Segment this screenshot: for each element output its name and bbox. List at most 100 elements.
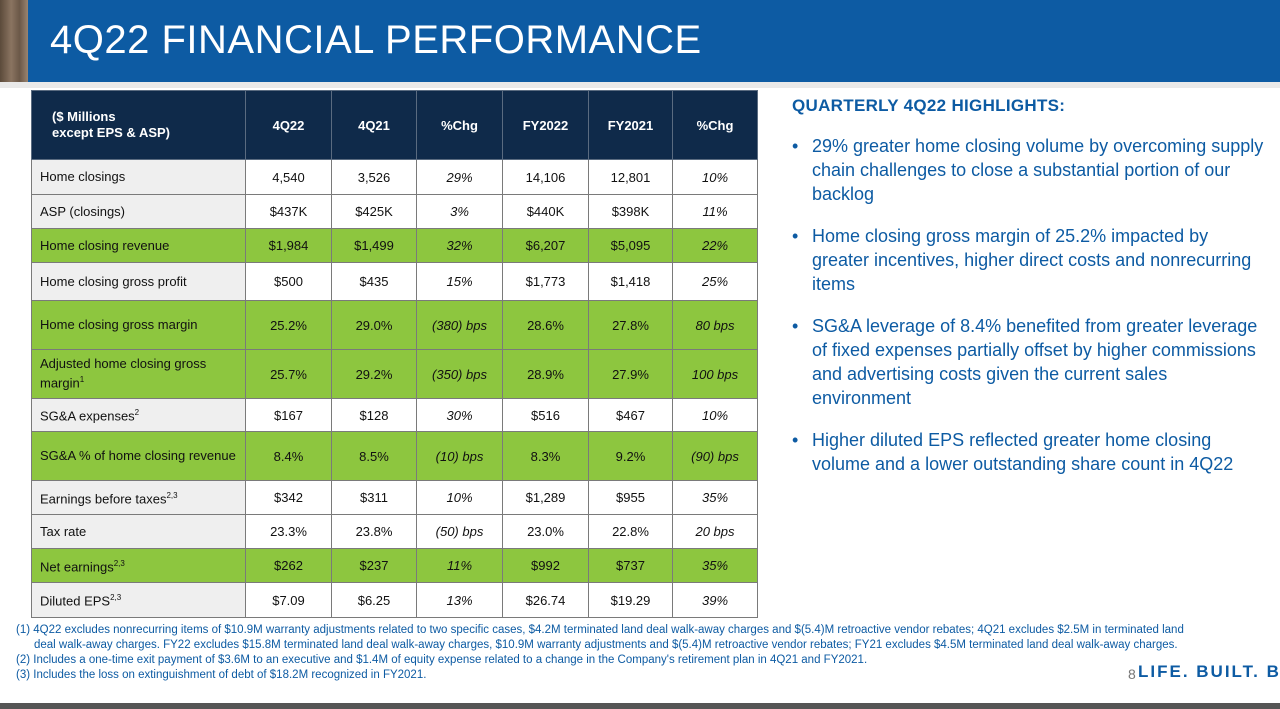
table-row: Adjusted home closing gross margin1 25.7%…	[31, 349, 758, 399]
table-cell: 30%	[416, 398, 503, 432]
table-cell: 12,801	[588, 159, 673, 195]
table-cell: 11%	[416, 548, 503, 583]
table-cell: 35%	[672, 480, 758, 515]
table-cell: 9.2%	[588, 431, 673, 481]
table-cell: $5,095	[588, 228, 673, 263]
footnote-ref: 2,3	[110, 593, 122, 603]
table-cell: 22%	[672, 228, 758, 263]
table-cell: 27.9%	[588, 349, 673, 399]
table-cell: 80 bps	[672, 300, 758, 350]
table-cell: 15%	[416, 262, 503, 301]
table-cell: 35%	[672, 548, 758, 583]
table-cell: $7.09	[245, 582, 332, 618]
table-cell: 20 bps	[672, 514, 758, 549]
page-number: 8	[1128, 666, 1136, 682]
table-cell: 11%	[672, 194, 758, 229]
table-cell: $516	[502, 398, 589, 432]
column-header: 4Q22	[245, 90, 332, 160]
highlight-item: • Higher diluted EPS reflected greater ho…	[788, 428, 1268, 476]
table-cell: $311	[331, 480, 417, 515]
highlights-title: QUARTERLY 4Q22 HIGHLIGHTS:	[792, 96, 1066, 115]
table-cell: $992	[502, 548, 589, 583]
column-header: %Chg	[416, 90, 503, 160]
table-cell: $440K	[502, 194, 589, 229]
row-label: Home closing gross profit	[31, 262, 246, 301]
table-cell: 4,540	[245, 159, 332, 195]
table-cell: 22.8%	[588, 514, 673, 549]
table-cell: (50) bps	[416, 514, 503, 549]
highlight-text: Home closing gross margin of 25.2% impac…	[812, 226, 1252, 294]
table-cell: 8.5%	[331, 431, 417, 481]
table-cell: $1,773	[502, 262, 589, 301]
row-label-text: Home closings	[40, 169, 126, 184]
table-cell: $398K	[588, 194, 673, 229]
row-label-text: Earnings before taxes	[40, 491, 167, 507]
column-header: FY2021	[588, 90, 673, 160]
row-label: Diluted EPS2,3	[31, 582, 246, 618]
table-cell: 8.3%	[502, 431, 589, 481]
highlight-item: • SG&A leverage of 8.4% benefited from gr…	[788, 314, 1268, 410]
table-cell: 23.3%	[245, 514, 332, 549]
table-cell: 25.2%	[245, 300, 332, 350]
highlight-text: Higher diluted EPS reflected greater hom…	[812, 430, 1234, 474]
table-cell: $467	[588, 398, 673, 432]
table-row: Tax rate 23.3% 23.8% (50) bps 23.0% 22.8% 20 b…	[31, 514, 758, 549]
table-cell: 3,526	[331, 159, 417, 195]
row-label: Home closings	[31, 159, 246, 195]
brand-tagline: LIFE. BUILT. BETTER.	[1138, 662, 1280, 681]
table-row: Diluted EPS2,3 $7.09 $6.25 13% $26.74 $19.29 3…	[31, 582, 758, 618]
row-label-text: Home closing gross margin	[40, 317, 198, 332]
table-cell: $1,984	[245, 228, 332, 263]
table-cell: $6.25	[331, 582, 417, 618]
table-cell: 39%	[672, 582, 758, 618]
table-cell: $955	[588, 480, 673, 515]
row-label-text: SG&A % of home closing revenue	[40, 448, 236, 463]
table-cell: $737	[588, 548, 673, 583]
table-cell: (90) bps	[672, 431, 758, 481]
highlight-text: SG&A leverage of 8.4% benefited from gre…	[812, 316, 1258, 408]
table-header-row: ($ Millions except EPS & ASP) 4Q22 4Q21 …	[31, 90, 758, 160]
bottom-bar	[0, 703, 1280, 709]
table-cell: $437K	[245, 194, 332, 229]
footnote: (3) Includes the loss on extinguishment …	[16, 669, 427, 681]
table-row: Earnings before taxes2,3 $342 $311 10% $1,28…	[31, 480, 758, 515]
table-row: ASP (closings) $437K $425K 3% $440K $398K 11%	[31, 194, 758, 229]
table-cell: $26.74	[502, 582, 589, 618]
row-label: ASP (closings)	[31, 194, 246, 229]
table-cell: 10%	[672, 159, 758, 195]
corner-line-2: except EPS & ASP)	[52, 125, 171, 140]
table-cell: 23.0%	[502, 514, 589, 549]
row-label-text: Home closing revenue	[40, 237, 170, 253]
row-label-text: Net earnings	[40, 559, 114, 575]
highlight-item: • Home closing gross margin of 25.2% impa…	[788, 224, 1268, 296]
row-label: Home closing revenue	[31, 228, 246, 263]
table-cell: (10) bps	[416, 431, 503, 481]
row-label-text: Adjusted home closing gross margin	[40, 356, 207, 391]
table-cell: $167	[245, 398, 332, 432]
table-cell: (350) bps	[416, 349, 503, 399]
footnote-ref: 1	[79, 375, 85, 385]
table-row: SG&A expenses2 $167 $128 30% $516 $467 10%	[31, 398, 758, 432]
table-row: SG&A % of home closing revenue 8.4% 8.5% (1…	[31, 431, 758, 481]
row-label-text: Tax rate	[40, 523, 87, 539]
table-cell: $1,418	[588, 262, 673, 301]
table-cell: $19.29	[588, 582, 673, 618]
table-row: Home closings 4,540 3,526 29% 14,106 12,801 10…	[31, 159, 758, 195]
column-header: FY2022	[502, 90, 589, 160]
table-cell: 10%	[672, 398, 758, 432]
column-header: %Chg	[672, 90, 758, 160]
bullet-icon: •	[792, 316, 799, 336]
table-cell: $1,289	[502, 480, 589, 515]
table-row: Home closing revenue $1,984 $1,499 32% $6,20…	[31, 228, 758, 263]
wood-texture-strip	[0, 0, 28, 82]
row-label: SG&A expenses2	[31, 398, 246, 432]
table-cell: 27.8%	[588, 300, 673, 350]
header-divider	[0, 82, 1280, 88]
footnote-ref: 2,3	[113, 558, 125, 568]
table-cell: $1,499	[331, 228, 417, 263]
table-cell: 25.7%	[245, 349, 332, 399]
column-header: 4Q21	[331, 90, 417, 160]
row-label: SG&A % of home closing revenue	[31, 431, 246, 481]
row-label: Adjusted home closing gross margin1	[31, 349, 246, 399]
table-cell: $342	[245, 480, 332, 515]
